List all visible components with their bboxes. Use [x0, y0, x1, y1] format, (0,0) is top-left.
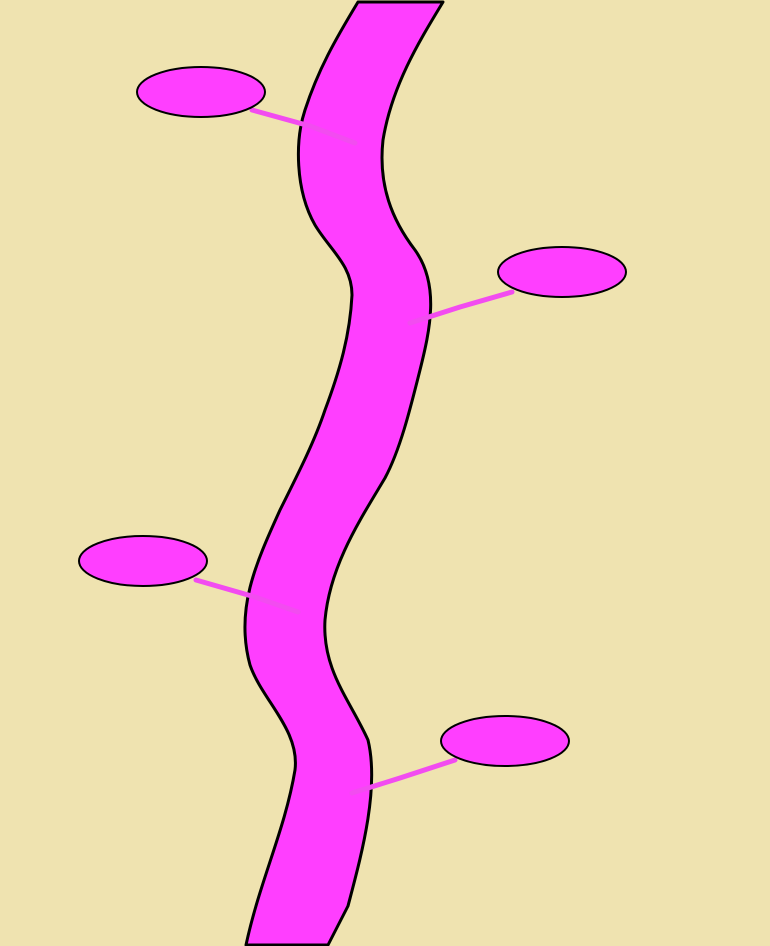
- level-node-3[interactable]: [78, 535, 208, 587]
- level-node-1[interactable]: [136, 66, 266, 118]
- branch-connector-1: [249, 107, 358, 146]
- branch-connectors: [193, 107, 515, 796]
- branch-connector-3: [193, 577, 301, 615]
- level-node-2[interactable]: [497, 246, 627, 298]
- level-nodes: [78, 66, 627, 767]
- branch-connector-2: [407, 289, 515, 326]
- level-node-4[interactable]: [440, 715, 570, 767]
- winding-path: [243, 0, 445, 946]
- branch-connector-4: [349, 757, 458, 796]
